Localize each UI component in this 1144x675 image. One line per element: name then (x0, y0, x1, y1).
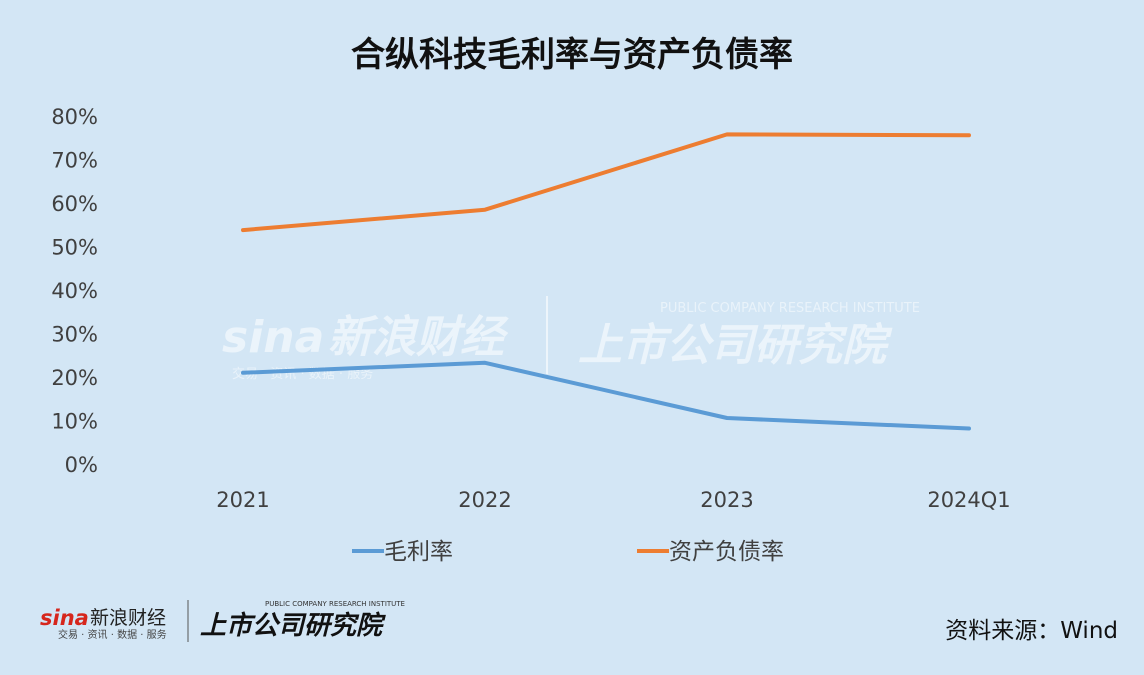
watermark-institute: 上市公司研究院 (578, 320, 893, 371)
series-line-1 (241, 132, 971, 233)
y-tick-label: 70% (51, 149, 98, 173)
y-tick-label: 50% (51, 236, 98, 260)
y-tick-label: 80% (51, 105, 98, 129)
logo-institute-en: PUBLIC COMPANY RESEARCH INSTITUTE (265, 600, 405, 608)
y-axis: 0% 10% 20% 30% 40% 50% 60% 70% 80% (51, 105, 98, 477)
y-tick-label: 30% (51, 323, 98, 347)
legend-label-1: 资产负债率 (669, 539, 784, 565)
x-tick-label: 2022 (458, 488, 511, 512)
x-tick-label: 2021 (216, 488, 269, 512)
legend-label-0: 毛利率 (384, 539, 453, 565)
chart-title: 合纵科技毛利率与资产负债率 (351, 35, 793, 75)
y-tick-label: 10% (51, 410, 98, 434)
logo-institute: 上市公司研究院 (200, 611, 386, 641)
y-tick-label: 20% (51, 366, 98, 390)
logo-brand: 新浪财经 (90, 607, 166, 629)
watermark-brand: 新浪财经 (328, 312, 509, 363)
watermark-institute-en: PUBLIC COMPANY RESEARCH INSTITUTE (660, 301, 920, 316)
series-line-0 (241, 360, 971, 431)
logo: sina 新浪财经 交易 · 资讯 · 数据 · 服务 上市公司研究院 PUBL… (40, 600, 405, 642)
plot-lines (241, 132, 971, 431)
x-tick-label: 2024Q1 (927, 488, 1010, 512)
logo-sina: sina (40, 606, 89, 630)
logo-services: 交易 · 资讯 · 数据 · 服务 (58, 628, 167, 641)
watermark: sina 新浪财经 交易 · 资讯 · 数据 · 服务 上市公司研究院 PUBL… (222, 296, 920, 382)
y-tick-label: 40% (51, 279, 98, 303)
watermark-sina: sina (222, 312, 324, 363)
y-tick-label: 0% (65, 453, 98, 477)
x-axis: 2021 2022 2023 2024Q1 (216, 488, 1010, 512)
x-tick-label: 2023 (700, 488, 753, 512)
y-tick-label: 60% (51, 192, 98, 216)
legend: 毛利率 资产负债率 (352, 539, 784, 565)
source-note: 资料来源：Wind (945, 618, 1118, 644)
